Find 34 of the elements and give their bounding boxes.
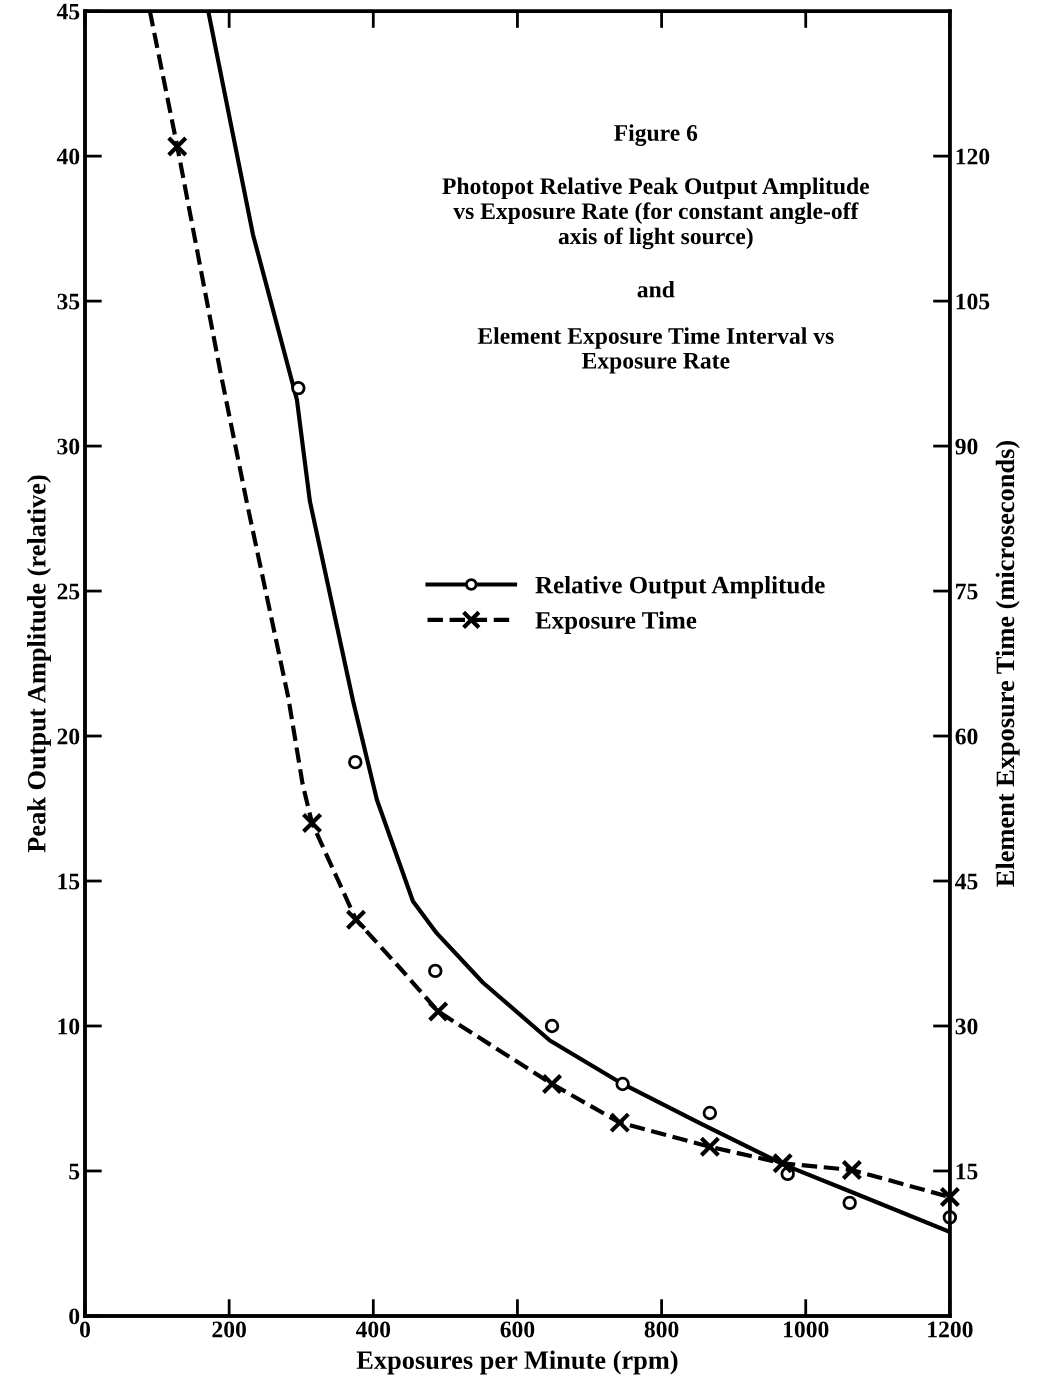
y-tick-label: 40 — [56, 148, 80, 165]
y2-tick-label: 105 — [956, 293, 990, 310]
x-tick-label: 400 — [355, 1321, 391, 1338]
y-tick-label: 45 — [56, 3, 80, 20]
y-tick-label: 30 — [57, 438, 80, 455]
y2-tick-label: 90 — [955, 438, 978, 455]
y2-tick-label: 30 — [955, 1018, 978, 1035]
y-tick-label: 0 — [69, 1308, 80, 1325]
y2-axis-title: Element Exposure Time (microseconds) — [995, 440, 1020, 887]
x-tick-label: 800 — [644, 1321, 679, 1338]
y2-tick-label: 60 — [955, 728, 978, 745]
x-tick-label: 600 — [500, 1321, 535, 1338]
y-tick-label: 15 — [58, 873, 80, 890]
x-tick-label: 1000 — [784, 1321, 829, 1338]
annotation: and — [637, 280, 675, 298]
x-tick-label: 200 — [212, 1321, 246, 1338]
y-tick-label: 20 — [57, 728, 80, 745]
y-axis-title: Peak Output Amplitude (relative) — [27, 475, 51, 853]
x-tick-label: 1200 — [928, 1321, 973, 1338]
legend-label: Relative Output Amplitude — [535, 575, 825, 599]
text: Figure 6 — [614, 124, 698, 146]
y-tick-label: 35 — [57, 293, 80, 310]
y2-tick-label: 45 — [955, 873, 978, 890]
x-axis-title: Exposures per Minute (rpm) — [356, 1350, 678, 1375]
y2-tick-label: 75 — [956, 583, 978, 600]
legend-label: Exposure Time — [535, 611, 697, 634]
y2-tick-label: 120 — [956, 148, 990, 165]
y-tick-label: 25 — [57, 583, 80, 600]
y-tick-label: 10 — [58, 1018, 80, 1035]
annotation: Element Exposure Time Interval vs Exposure Rate — [477, 327, 834, 374]
x-tick-label: 0 — [80, 1321, 91, 1338]
text: Photopot Relative Peak Output Amplitude vs Exposure Rate (for constant angle-off axis of light source) — [442, 177, 870, 250]
y2-tick-label: 15 — [956, 1163, 978, 1180]
y-tick-label: 5 — [69, 1163, 80, 1180]
